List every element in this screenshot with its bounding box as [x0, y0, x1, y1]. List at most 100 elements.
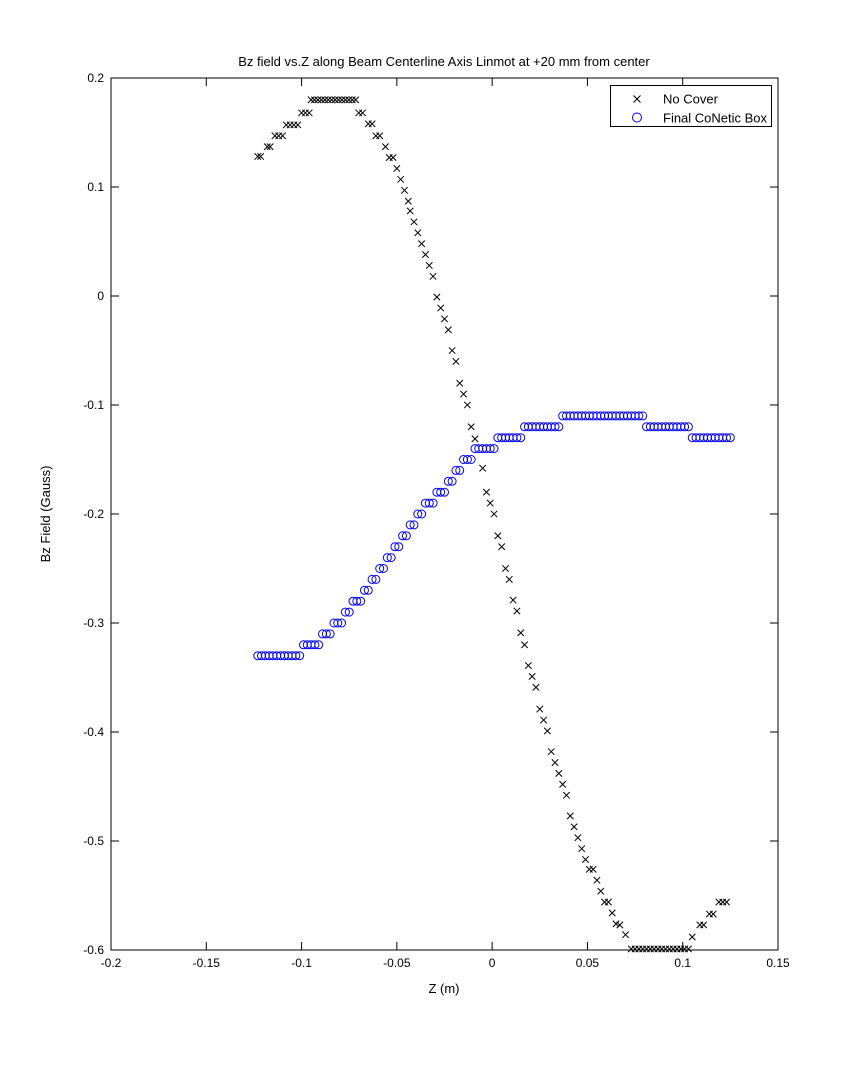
o-marker	[333, 618, 343, 628]
o-marker	[356, 596, 366, 606]
x-marker	[581, 855, 590, 864]
o-marker	[409, 520, 419, 530]
o-marker	[371, 574, 381, 584]
x-marker	[528, 672, 536, 680]
o-marker	[291, 651, 301, 661]
y-tick-label: -0.6	[83, 943, 104, 957]
x-marker	[505, 575, 513, 583]
x-marker	[389, 154, 397, 162]
x-marker	[463, 401, 471, 409]
o-marker	[451, 465, 461, 475]
x-tick-label: 0.15	[766, 956, 790, 970]
x-marker	[310, 96, 319, 104]
x-marker	[294, 121, 302, 129]
x-marker	[421, 251, 429, 259]
x-marker	[328, 96, 336, 104]
o-marker	[680, 422, 690, 432]
x-marker	[452, 357, 460, 365]
y-tick-label: 0	[97, 289, 104, 303]
o-marker	[634, 411, 644, 421]
o-marker	[310, 640, 320, 650]
x-marker	[393, 164, 401, 173]
x-marker	[406, 207, 414, 215]
x-marker	[524, 661, 532, 670]
legend-entry-no-cover: No Cover	[663, 92, 719, 107]
y-tick-label: -0.5	[83, 834, 104, 848]
x-marker	[688, 933, 696, 941]
o-marker	[367, 574, 377, 584]
o-marker	[379, 564, 389, 573]
series-layer	[253, 96, 735, 953]
o-marker	[424, 498, 434, 508]
x-marker	[418, 240, 426, 248]
x-marker	[410, 218, 418, 226]
x-marker	[460, 390, 468, 398]
x-marker	[604, 898, 612, 906]
x-marker	[709, 910, 717, 918]
x-marker	[345, 96, 353, 104]
x-marker	[266, 143, 274, 151]
x-marker	[593, 876, 601, 884]
x-marker	[494, 532, 502, 540]
x-tick-label: 0.1	[674, 956, 691, 970]
x-tick-label: -0.1	[291, 956, 312, 970]
x-marker	[562, 791, 571, 799]
o-marker	[401, 531, 411, 541]
x-marker	[448, 346, 456, 355]
o-marker	[337, 618, 347, 628]
x-marker	[334, 96, 343, 104]
o-marker	[340, 607, 350, 617]
x-marker	[616, 921, 624, 929]
x-marker	[551, 758, 559, 767]
o-marker	[314, 640, 324, 650]
o-marker	[398, 531, 408, 541]
y-tick-label: 0.1	[87, 180, 104, 194]
o-marker	[386, 553, 396, 563]
x-tick-label: -0.05	[383, 956, 411, 970]
x-marker	[684, 945, 692, 953]
x-marker	[570, 823, 578, 831]
x-marker	[589, 865, 597, 873]
x-marker	[509, 596, 517, 604]
legend-x-marker-icon	[633, 95, 641, 103]
o-marker	[344, 607, 354, 617]
x-axis-label: Z (m)	[428, 981, 459, 996]
o-marker	[325, 629, 335, 639]
o-marker	[359, 585, 369, 595]
o-marker	[352, 596, 362, 606]
x-marker	[305, 109, 313, 117]
legend: No Cover Final CoNetic Box	[610, 85, 772, 127]
x-marker	[397, 175, 405, 183]
o-marker	[417, 509, 427, 519]
series-no-cover	[254, 96, 731, 953]
x-marker	[498, 543, 506, 551]
o-marker	[466, 455, 476, 464]
x-marker	[425, 261, 433, 270]
x-marker	[352, 96, 360, 104]
x-marker	[400, 186, 409, 194]
x-marker	[368, 120, 376, 128]
x-marker	[307, 96, 315, 104]
o-marker	[428, 498, 438, 508]
x-marker	[433, 293, 441, 301]
x-marker	[482, 488, 490, 496]
x-marker	[486, 499, 494, 507]
x-marker	[700, 921, 708, 929]
x-marker	[517, 629, 525, 637]
o-marker	[295, 651, 305, 661]
o-marker	[363, 585, 373, 595]
x-marker	[555, 769, 563, 777]
x-marker	[501, 564, 510, 573]
x-tick-label: 0.05	[576, 956, 600, 970]
x-marker	[467, 423, 475, 431]
x-marker	[490, 510, 498, 518]
x-marker	[513, 607, 521, 615]
x-marker	[381, 143, 389, 151]
x-marker	[317, 96, 325, 104]
x-marker	[359, 109, 367, 117]
o-marker	[455, 465, 465, 475]
x-marker	[278, 132, 287, 140]
x-marker	[536, 705, 544, 713]
o-marker	[722, 433, 732, 443]
